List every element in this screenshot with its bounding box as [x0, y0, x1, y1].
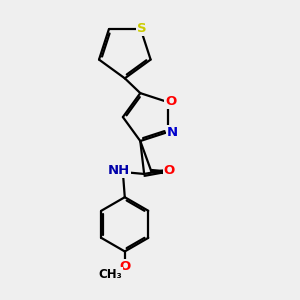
- Text: S: S: [137, 22, 146, 35]
- Text: CH₃: CH₃: [99, 268, 122, 281]
- Text: N: N: [167, 126, 178, 139]
- Text: NH: NH: [108, 164, 130, 177]
- Text: O: O: [165, 95, 176, 108]
- Text: O: O: [164, 164, 175, 177]
- Text: O: O: [119, 260, 130, 273]
